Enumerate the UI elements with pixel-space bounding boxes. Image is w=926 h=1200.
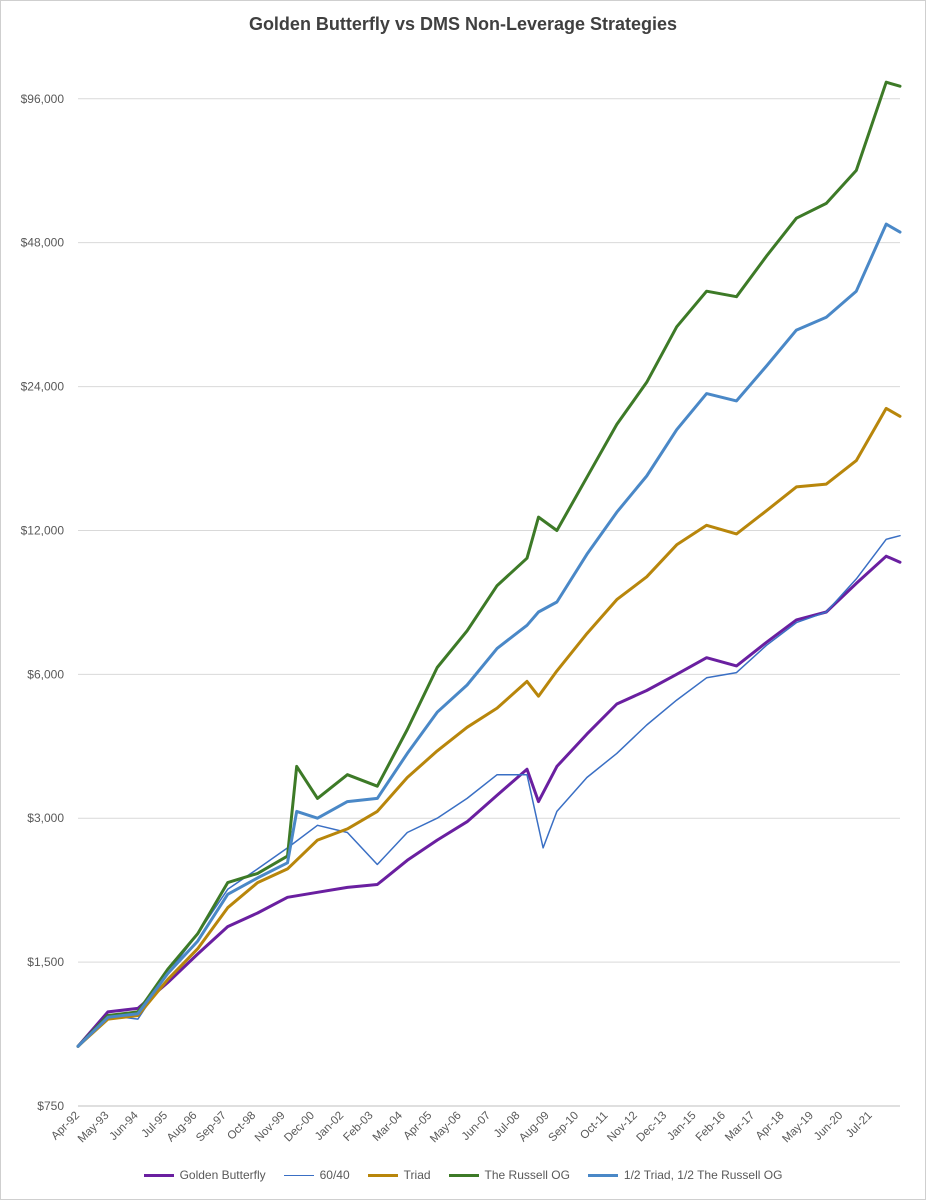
y-tick-label: $6,000	[27, 667, 64, 681]
y-tick-label: $24,000	[21, 380, 65, 394]
x-tick-label: Nov-12	[605, 1110, 640, 1145]
y-tick-label: $1,500	[27, 955, 64, 969]
legend-label: Triad	[403, 1168, 431, 1182]
x-tick-label: Jun-20	[812, 1110, 845, 1143]
y-axis-tick-labels: $750 $1,500 $3,000 $6,000 $12,000 $24,000 $48,…	[21, 92, 65, 1113]
legend-item: Golden Butterfly	[143, 1168, 266, 1182]
series-line-the-russell-og	[76, 80, 902, 1048]
legend-swatch	[367, 1174, 398, 1178]
x-tick-label: Jul-21	[844, 1110, 875, 1141]
x-tick-label: Mar-04	[371, 1109, 406, 1144]
gridlines	[78, 98, 900, 1107]
y-tick-label: $96,000	[21, 92, 65, 106]
x-tick-label: Sep-10	[546, 1110, 581, 1145]
series-line-triad	[76, 406, 902, 1048]
x-tick-label: Jun-07	[460, 1110, 493, 1143]
legend-item: 1/2 Triad, 1/2 The Russell OG	[587, 1168, 783, 1182]
y-tick-label: $750	[37, 1099, 64, 1113]
legend-item: Triad	[367, 1168, 431, 1182]
legend-swatch	[143, 1174, 174, 1178]
x-tick-label: Aug-09	[517, 1110, 552, 1145]
y-tick-label: $48,000	[21, 236, 65, 250]
legend-item: The Russell OG	[448, 1168, 570, 1182]
x-tick-label: Mar-17	[723, 1110, 757, 1144]
series-line-60-40	[77, 534, 901, 1048]
y-tick-label: $12,000	[21, 523, 65, 537]
x-tick-label: Jan-02	[313, 1110, 346, 1143]
x-tick-label: May-93	[76, 1110, 112, 1146]
x-tick-label: Jun-94	[107, 1109, 141, 1143]
x-tick-label: May-06	[428, 1110, 464, 1146]
x-tick-label: Aug-96	[165, 1110, 200, 1145]
legend-swatch	[448, 1174, 479, 1178]
chart-legend: Golden Butterfly 60/40 Triad The Russell OG…	[0, 1168, 926, 1182]
legend-item: 60/40	[283, 1168, 350, 1182]
x-tick-label: May-19	[780, 1110, 816, 1146]
legend-label: The Russell OG	[484, 1168, 570, 1182]
series-line-1-2-triad-1-2-the-russell-og	[76, 222, 902, 1048]
series-lines	[76, 80, 902, 1048]
x-tick-label: Dec-13	[635, 1110, 670, 1145]
x-tick-label: Nov-99	[253, 1110, 288, 1145]
x-tick-label: Feb-16	[694, 1110, 728, 1144]
legend-label: Golden Butterfly	[179, 1168, 266, 1182]
x-tick-label: Feb-03	[341, 1110, 375, 1144]
chart-title: Golden Butterfly vs DMS Non-Leverage Str…	[248, 14, 678, 34]
legend-swatch	[587, 1174, 618, 1178]
legend-swatch	[283, 1175, 314, 1177]
x-tick-label: Sep-97	[194, 1110, 229, 1145]
x-tick-label: Dec-00	[282, 1110, 317, 1145]
x-axis: Apr-92May-93Jun-94Jul-95Aug-96Sep-97Oct-…	[49, 1105, 900, 1146]
series-line-golden-butterfly	[76, 554, 902, 1048]
legend-label: 1/2 Triad, 1/2 The Russell OG	[623, 1168, 783, 1182]
x-tick-label: Jan-15	[665, 1110, 698, 1143]
y-tick-label: $3,000	[27, 811, 64, 825]
legend-label: 60/40	[319, 1168, 350, 1182]
